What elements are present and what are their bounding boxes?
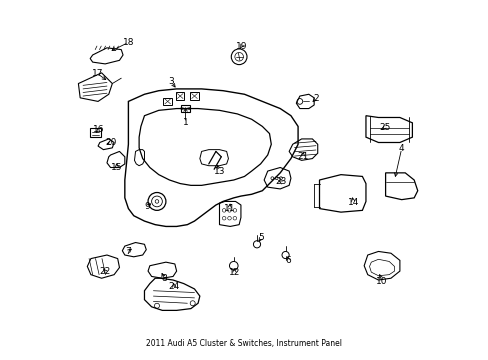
Text: 2: 2 bbox=[312, 94, 318, 103]
Text: 12: 12 bbox=[228, 268, 240, 277]
Text: 18: 18 bbox=[122, 38, 134, 47]
Text: 19: 19 bbox=[235, 41, 247, 50]
Text: 13: 13 bbox=[213, 167, 225, 176]
Text: 9: 9 bbox=[144, 202, 150, 211]
Text: 17: 17 bbox=[91, 69, 103, 78]
Text: 14: 14 bbox=[347, 198, 358, 207]
Text: 21: 21 bbox=[296, 152, 308, 161]
Text: 22: 22 bbox=[100, 267, 111, 276]
Text: 15: 15 bbox=[111, 163, 122, 172]
Text: 6: 6 bbox=[285, 256, 290, 265]
Text: 3: 3 bbox=[168, 77, 174, 86]
Text: 8: 8 bbox=[161, 274, 167, 283]
Text: 10: 10 bbox=[375, 277, 387, 286]
Text: 11: 11 bbox=[224, 204, 235, 213]
Text: 23: 23 bbox=[275, 177, 286, 186]
Text: 7: 7 bbox=[125, 247, 131, 256]
Text: 5: 5 bbox=[258, 233, 264, 242]
Text: 24: 24 bbox=[168, 282, 180, 291]
Text: 25: 25 bbox=[378, 123, 390, 132]
Text: 2011 Audi A5 Cluster & Switches, Instrument Panel: 2011 Audi A5 Cluster & Switches, Instrum… bbox=[146, 339, 342, 348]
Text: 16: 16 bbox=[93, 126, 104, 135]
Text: 20: 20 bbox=[105, 138, 117, 147]
Text: 1: 1 bbox=[183, 118, 188, 127]
Text: 4: 4 bbox=[398, 144, 404, 153]
